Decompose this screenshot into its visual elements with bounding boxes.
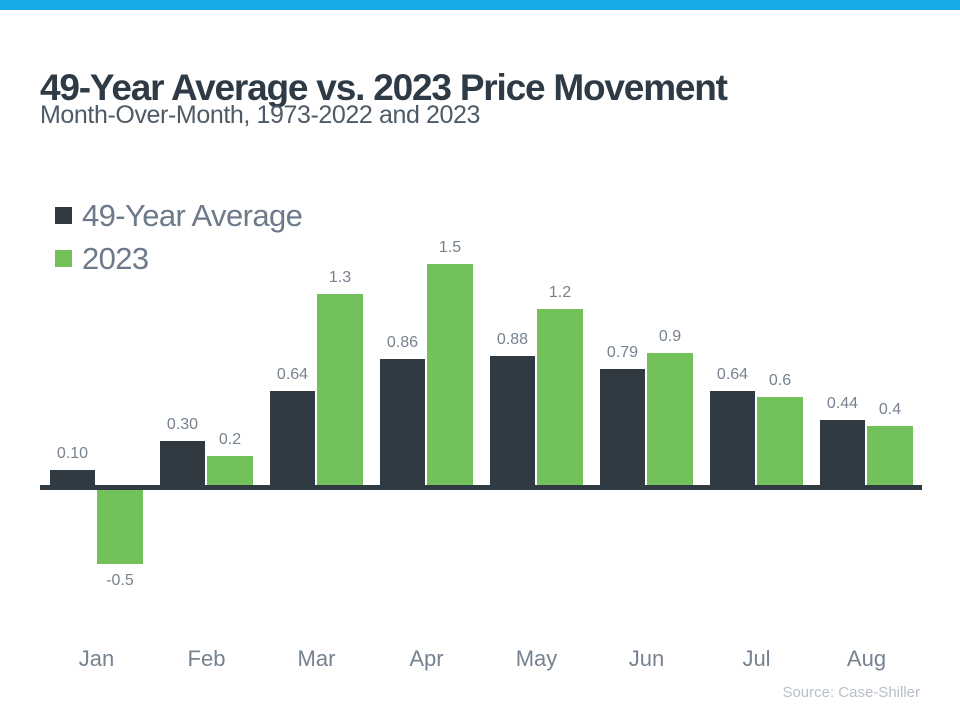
- x-axis-label: Mar: [297, 646, 336, 671]
- x-axis-line: [40, 485, 922, 490]
- page-subtitle: Month-Over-Month, 1973-2022 and 2023: [40, 101, 481, 129]
- legend-label: 2023: [82, 240, 149, 276]
- x-axis-label: Apr: [409, 646, 444, 671]
- bar-value-label: -0.5: [106, 572, 134, 589]
- bar: [867, 426, 913, 485]
- bar-value-label: 1.5: [438, 239, 462, 256]
- chart-legend: 49-Year Average 2023: [55, 194, 303, 280]
- x-axis-label: Jan: [78, 646, 115, 671]
- legend-label: 49-Year Average: [82, 197, 303, 233]
- bar: [317, 294, 363, 485]
- x-axis-label: May: [515, 646, 558, 671]
- bar-value-label: 0.9: [658, 328, 682, 345]
- bar-value-label: 0.64: [716, 366, 749, 383]
- bar: [757, 397, 803, 485]
- bar: [270, 391, 315, 485]
- bar-value-label: 0.2: [218, 431, 242, 448]
- bar: [490, 356, 535, 485]
- bar-value-label: 0.10: [56, 445, 89, 462]
- legend-item: 2023: [55, 237, 302, 280]
- bar: [97, 490, 143, 564]
- bar: [820, 420, 865, 485]
- bar: [380, 359, 425, 485]
- top-accent-bar: [0, 0, 960, 10]
- legend-swatch-icon: [55, 250, 72, 267]
- bar-value-label: 0.6: [768, 372, 792, 389]
- x-axis-label: Jul: [742, 646, 771, 671]
- x-axis-label: Jun: [628, 646, 665, 671]
- legend-swatch-icon: [55, 207, 72, 224]
- bar: [160, 441, 205, 485]
- bar: [50, 470, 95, 485]
- bar-value-label: 0.79: [606, 344, 639, 361]
- bar-value-label: 1.3: [328, 269, 352, 286]
- bar: [537, 309, 583, 485]
- bar: [647, 353, 693, 485]
- bar-value-label: 0.64: [276, 366, 309, 383]
- bar-value-label: 0.44: [826, 395, 859, 412]
- source-credit: Source: Case-Shiller: [782, 684, 920, 701]
- bar-value-label: 0.4: [878, 401, 902, 418]
- bar: [600, 369, 645, 485]
- bar-value-label: 1.2: [548, 284, 572, 301]
- x-axis-label: Aug: [846, 646, 887, 671]
- legend-item: 49-Year Average: [55, 194, 303, 237]
- page-title: 49-Year Average vs. 2023 Price Movement: [40, 66, 728, 108]
- bar-value-label: 0.30: [166, 416, 199, 433]
- bar-value-label: 0.86: [386, 334, 419, 351]
- bar: [710, 391, 755, 485]
- bar: [427, 264, 473, 485]
- bar: [207, 456, 253, 485]
- bar-value-label: 0.88: [496, 331, 529, 348]
- x-axis-label: Feb: [187, 646, 226, 671]
